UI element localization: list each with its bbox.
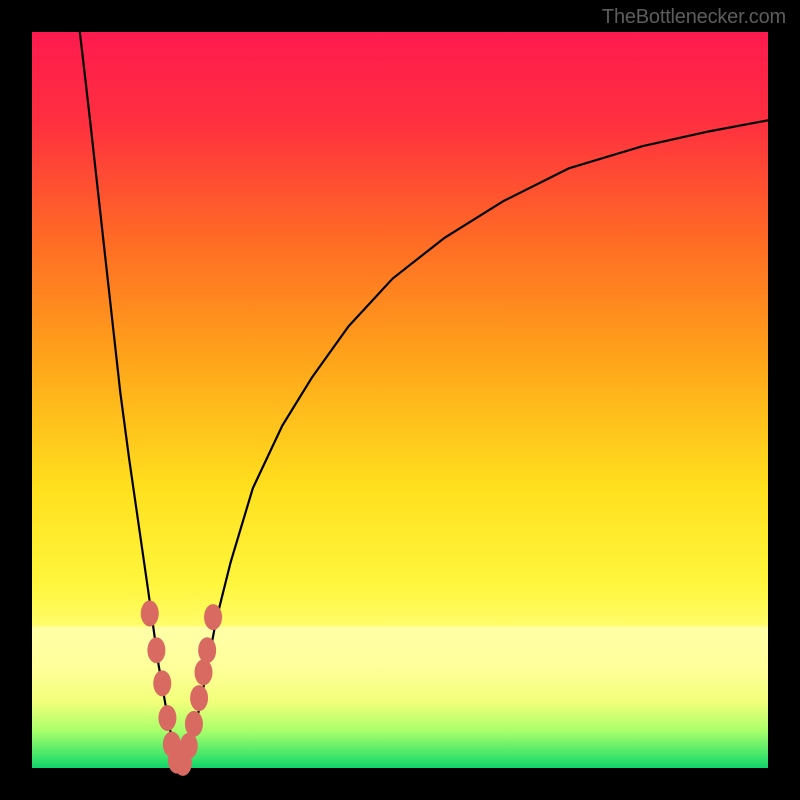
watermark-text: TheBottlenecker.com xyxy=(602,6,786,29)
curve-marker xyxy=(153,670,171,696)
plot-svg xyxy=(0,0,800,800)
root: TheBottlenecker.com xyxy=(0,0,800,800)
curve-marker xyxy=(180,733,198,759)
curve-marker xyxy=(190,685,208,711)
curve-marker xyxy=(147,637,165,663)
curve-marker xyxy=(194,659,212,685)
curve-marker xyxy=(198,637,216,663)
curve-marker xyxy=(158,705,176,731)
curve-marker xyxy=(141,600,159,626)
curve-marker xyxy=(185,711,203,737)
curve-marker xyxy=(204,604,222,630)
